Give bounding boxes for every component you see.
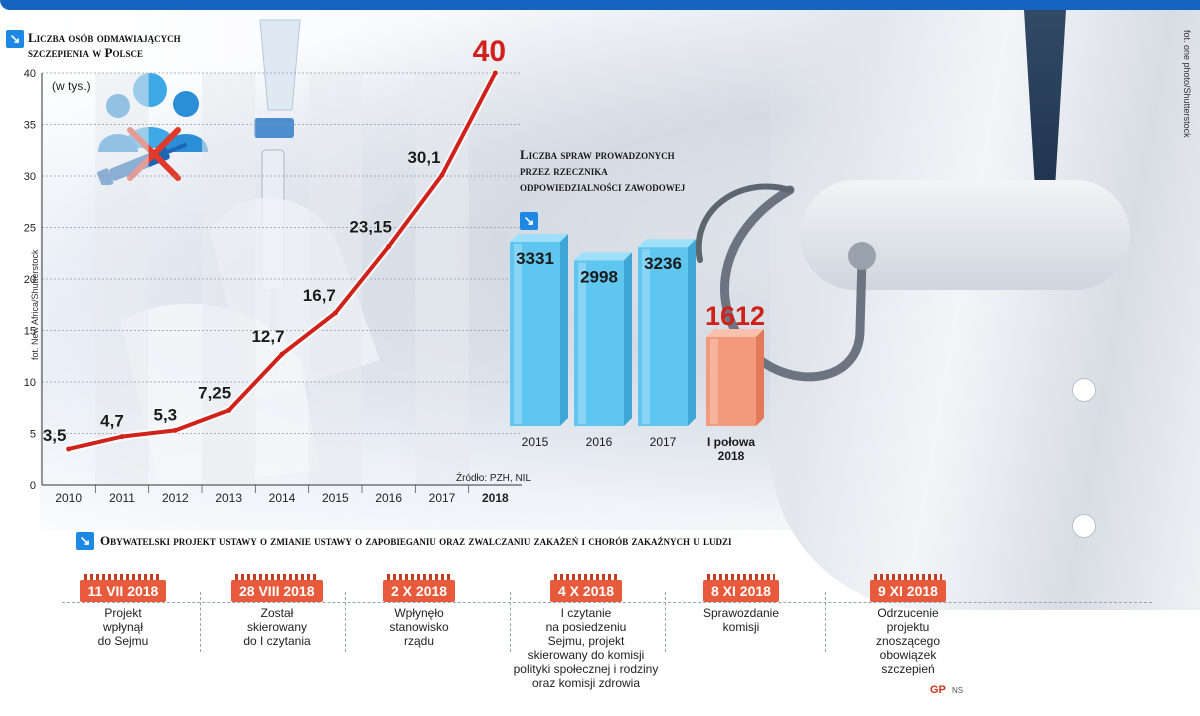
x-tick-label: 2016: [375, 491, 402, 505]
data-point: [279, 351, 285, 357]
data-point: [119, 434, 125, 440]
left-photo-credit: fot. New Africa/Shutterstock: [30, 249, 40, 360]
y-tick-label: 35: [24, 120, 36, 132]
x-tick-label: 2018: [482, 491, 509, 505]
x-tick-label: 2017: [429, 491, 456, 505]
line-chart-source: Źródło: PZH, NIL: [456, 473, 532, 484]
y-tick-label: 15: [24, 326, 36, 338]
x-tick-label: 2012: [162, 491, 189, 505]
timeline-date-badge: 9 XI 2018: [870, 574, 946, 602]
data-label: 5,3: [154, 405, 178, 424]
timeline-event-line: stanowisko: [389, 620, 449, 634]
data-point: [386, 244, 392, 250]
timeline-event-line: oraz komisji zdrowia: [531, 676, 641, 690]
line-chart-title: Liczba osób odmawiających szczepienia w …: [28, 30, 181, 60]
timeline-event-line: rządu: [403, 634, 435, 648]
timeline-event-text: Sprawozdanie komisji: [666, 606, 816, 634]
line-chart-unit: (w tys.): [52, 79, 91, 93]
top-accent-bar: [0, 0, 1200, 10]
data-label: 4,7: [100, 412, 124, 431]
timeline-event-text: Odrzucenie projektu znoszącego obowiązek szc…: [833, 606, 983, 676]
line-chart-title-line-2: szczepienia w Polsce: [28, 45, 143, 60]
data-label: 30,1: [407, 148, 440, 167]
data-label: 3,5: [43, 426, 67, 445]
timeline-date-badge: 28 VIII 2018: [231, 574, 323, 602]
bar-section-arrow-icon: ↘: [520, 212, 538, 230]
timeline-divider: [345, 592, 346, 652]
data-point: [439, 172, 445, 178]
bar-chart-title-line-2: przez rzecznika: [520, 163, 608, 178]
section-arrow-icon: ↘: [6, 30, 24, 48]
x-tick-label: 2011: [109, 491, 135, 505]
bar-chart-title-line-1: Liczba spraw prowadzonych: [520, 147, 675, 162]
timeline-event-line: Sprawozdanie: [702, 606, 780, 620]
x-tick-label: 2014: [269, 491, 296, 505]
timeline-event-line: Wpłynęło: [394, 606, 444, 620]
timeline-divider: [200, 592, 201, 652]
data-label: 12,7: [251, 327, 284, 346]
timeline-event-line: na posiedzeniu: [545, 620, 627, 634]
author-initials: NS: [952, 686, 964, 695]
data-label: 16,7: [303, 286, 336, 305]
line-chart-title-line-1: Liczba osób odmawiających: [28, 30, 181, 45]
publisher-logo: GP: [930, 684, 946, 696]
timeline-date-badge: 4 X 2018: [550, 574, 623, 602]
timeline-event-line: skierowany: [246, 620, 308, 634]
timeline-event-text: Wpłynęło stanowisko rządu: [344, 606, 494, 648]
timeline-event-line: Został: [260, 606, 294, 620]
timeline-event-line: do Sejmu: [97, 634, 149, 648]
x-tick-label: 2015: [322, 491, 349, 505]
timeline-event-line: polityki społecznej i rodziny: [513, 662, 659, 676]
x-tick-label: 2010: [55, 491, 82, 505]
timeline-event-line: szczepień: [881, 662, 935, 676]
timeline-event-line: komisji: [722, 620, 760, 634]
timeline-title: Obywatelski projekt ustawy o zmianie ust…: [100, 533, 732, 548]
timeline-event-text: Projekt wpłynął do Sejmu: [48, 606, 198, 648]
timeline-event-text: I czytanie na posiedzeniu Sejmu, projekt sk…: [511, 606, 661, 690]
timeline-divider: [825, 592, 826, 652]
data-point: [332, 310, 338, 316]
timeline-event-line: obowiązek: [879, 648, 937, 662]
timeline-event-line: I czytanie: [560, 606, 612, 620]
timeline-event-line: wpłynął: [102, 620, 144, 634]
timeline-event-line: znoszącego: [875, 634, 941, 648]
timeline-date-badge: 2 X 2018: [383, 574, 456, 602]
coat-button-2: [1072, 514, 1096, 538]
y-tick-label: 20: [24, 274, 36, 286]
data-label: 23,15: [349, 218, 392, 237]
folded-arms-photo: [800, 180, 1130, 290]
line-chart: 0 5 10 15 20 25 30 35 40 2010 2011 2012 2013 2014 2015…: [24, 35, 522, 505]
timeline-event-text: Został skierowany do I czytania: [202, 606, 352, 648]
timeline-date-badge: 8 XI 2018: [703, 574, 779, 602]
right-photo-credit: fot. one photo/Shutterstock: [1182, 30, 1192, 138]
doctor-coat-photo: [770, 10, 1200, 610]
data-point: [172, 427, 178, 433]
timeline-divider: [510, 592, 511, 652]
timeline-event-line: skierowany do komisji: [527, 648, 645, 662]
data-point: [492, 70, 498, 76]
y-tick-label: 10: [24, 377, 36, 389]
data-point: [226, 407, 232, 413]
x-tick-label: 2013: [215, 491, 242, 505]
timeline-line: [62, 602, 1152, 603]
timeline-event-line: Odrzucenie: [877, 606, 939, 620]
y-tick-label: 40: [24, 68, 36, 80]
timeline-event-line: Sejmu, projekt: [547, 634, 625, 648]
data-label: 40: [473, 35, 506, 68]
y-tick-label: 5: [30, 429, 36, 441]
coat-button-1: [1072, 378, 1096, 402]
bar-chart-title-line-3: odpowiedzialności zawodowej: [520, 179, 686, 194]
timeline-date-badge: 11 VII 2018: [79, 574, 167, 602]
y-tick-label: 0: [30, 480, 36, 492]
data-label: 7,25: [198, 383, 231, 402]
y-tick-label: 25: [24, 223, 36, 235]
timeline-arrow-icon: ↘: [76, 532, 94, 550]
timeline-event-line: projektu: [886, 620, 930, 634]
bar-chart-title: Liczba spraw prowadzonych przez rzecznik…: [520, 147, 685, 195]
timeline-event-line: do I czytania: [243, 634, 311, 648]
timeline-divider: [665, 592, 666, 652]
timeline-event-line: Projekt: [104, 606, 142, 620]
y-tick-label: 30: [24, 171, 36, 183]
data-point: [66, 446, 72, 452]
